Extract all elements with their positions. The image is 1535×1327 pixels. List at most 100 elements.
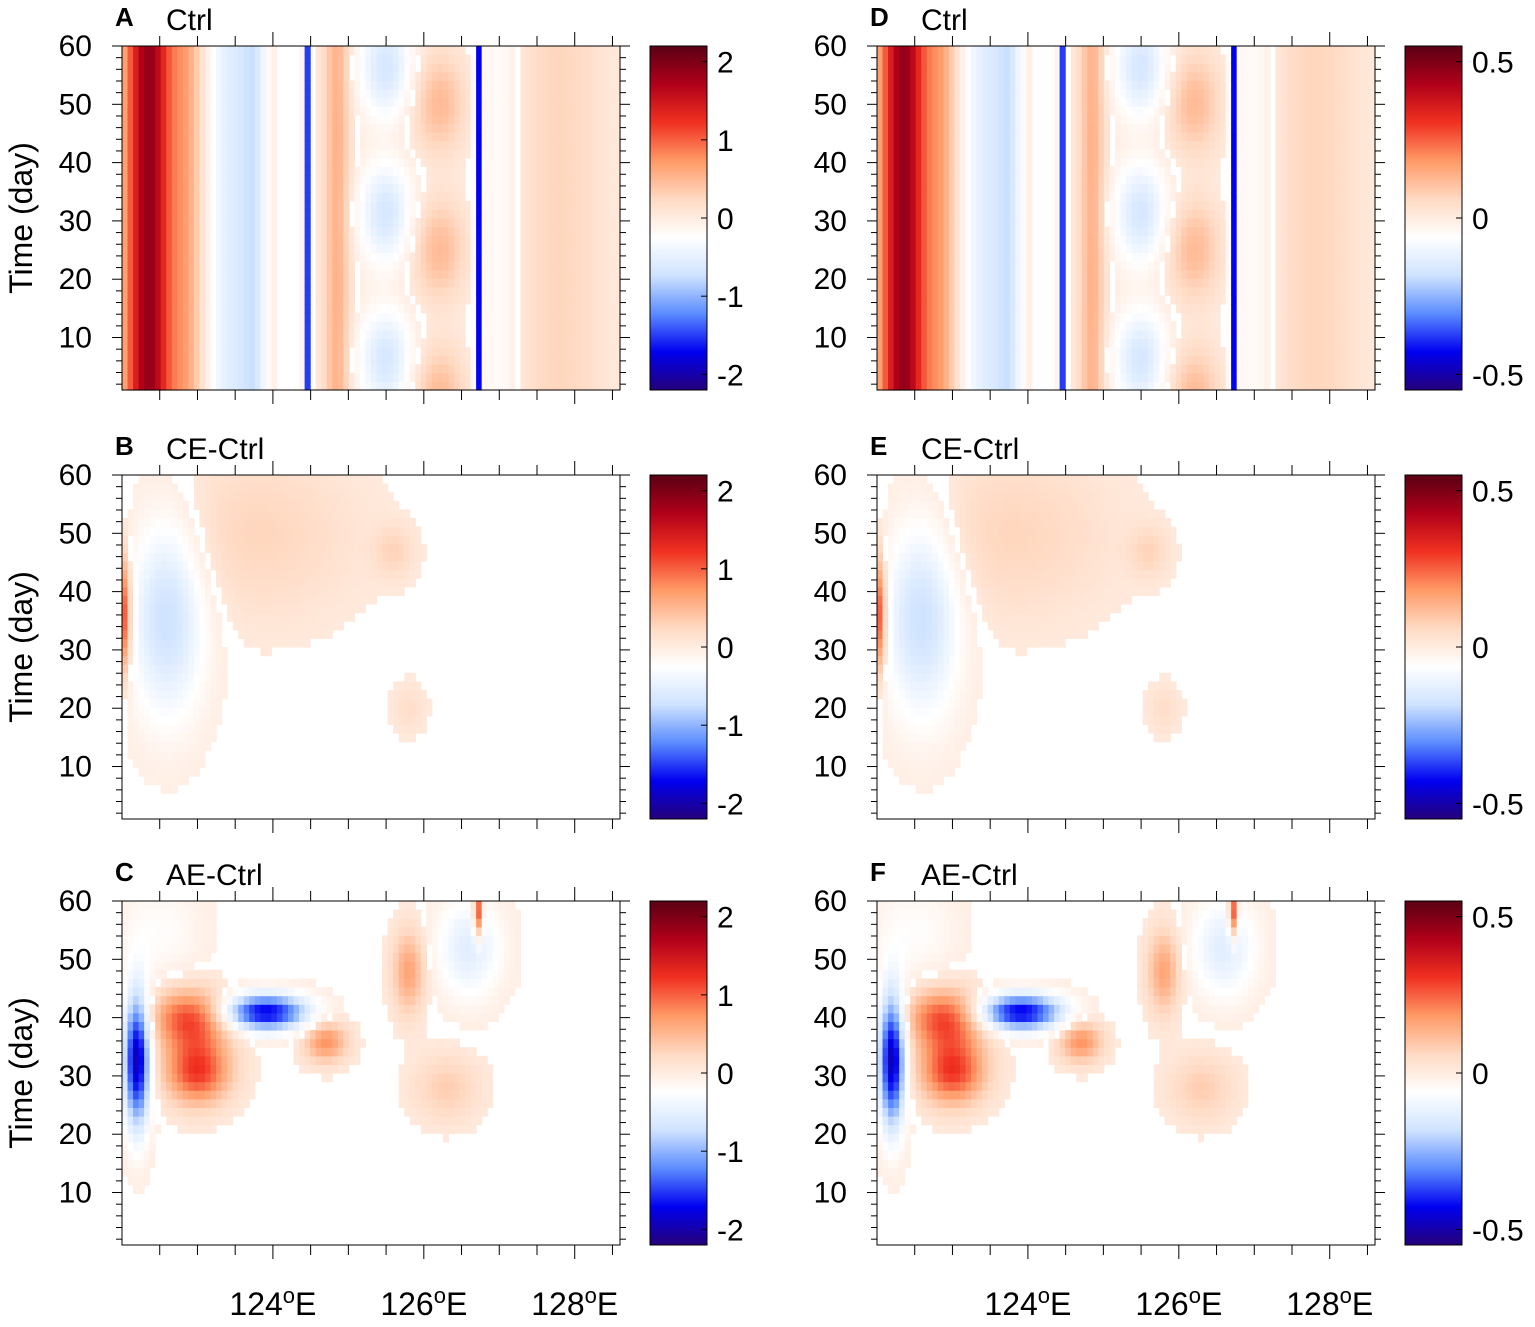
heatmap-cell (326, 552, 333, 562)
heatmap-cell (254, 526, 261, 536)
heatmap-cell (586, 286, 593, 296)
heatmap-cell (210, 295, 217, 305)
heatmap-cell (509, 304, 516, 314)
heatmap-cell (371, 269, 378, 279)
heatmap-cell (299, 578, 306, 588)
heatmap-cell (553, 269, 560, 279)
heatmap-cell (188, 741, 195, 751)
heatmap-cell (160, 776, 167, 786)
heatmap-cell (177, 312, 184, 322)
heatmap-cell (332, 595, 339, 605)
heatmap-cell (193, 304, 201, 314)
heatmap-cell (337, 612, 344, 622)
heatmap-cell (564, 329, 571, 339)
heatmap-cell (315, 166, 322, 176)
y-tick-label: 30 (59, 634, 92, 667)
heatmap-cell (160, 261, 167, 271)
heatmap-cell (127, 526, 134, 536)
heatmap-cell (160, 621, 167, 631)
heatmap-cell (205, 132, 212, 142)
heatmap-cell (166, 784, 173, 794)
heatmap-cell (199, 621, 206, 631)
heatmap-cell (321, 338, 328, 348)
heatmap-cell (503, 243, 510, 253)
heatmap-cell (160, 561, 167, 571)
heatmap-cell (404, 149, 411, 159)
heatmap-cell (476, 80, 483, 90)
heatmap-cell (193, 724, 201, 734)
heatmap-cell (387, 381, 394, 391)
heatmap-cell (614, 295, 621, 305)
heatmap-cell (210, 629, 217, 639)
heatmap-cell (437, 226, 444, 236)
heatmap-cell (525, 114, 533, 124)
heatmap-cell (249, 235, 256, 245)
heatmap-cell (564, 97, 571, 107)
heatmap-cell (260, 46, 267, 56)
heatmap-cell (382, 381, 389, 391)
heatmap-cell (221, 209, 228, 219)
heatmap-cell (160, 321, 167, 331)
heatmap-cell (193, 561, 201, 571)
heatmap-cell (525, 183, 533, 193)
heatmap-cell (138, 1055, 145, 1065)
heatmap-cell (332, 500, 339, 510)
heatmap-cell (354, 321, 361, 331)
heatmap-cell (238, 157, 245, 167)
heatmap-cell (442, 71, 450, 81)
heatmap-cell (304, 200, 311, 210)
heatmap-cell (171, 604, 178, 614)
heatmap-cell (332, 492, 339, 502)
heatmap-cell (487, 278, 494, 288)
heatmap-cell (199, 286, 206, 296)
heatmap-cell (122, 672, 129, 682)
heatmap-cell (177, 235, 184, 245)
heatmap-cell (393, 286, 400, 296)
heatmap-cell (149, 475, 156, 485)
heatmap-cell (271, 629, 278, 639)
heatmap-cell (271, 475, 278, 485)
heatmap-cell (160, 235, 167, 245)
heatmap-cell (454, 312, 461, 322)
heatmap-cell (537, 312, 544, 322)
heatmap-cell (332, 114, 339, 124)
heatmap-cell (487, 140, 494, 150)
heatmap-cell (503, 347, 510, 357)
heatmap-cell (564, 71, 571, 81)
heatmap-cell (498, 278, 505, 288)
heatmap-cell (122, 995, 129, 1005)
heatmap-cell (465, 140, 472, 150)
heatmap-cell (520, 321, 527, 331)
heatmap-cell (337, 347, 344, 357)
heatmap-cell (133, 707, 140, 717)
heatmap-cell (232, 286, 239, 296)
heatmap-cell (221, 261, 228, 271)
heatmap-cell (454, 347, 461, 357)
heatmap-cell (348, 286, 355, 296)
heatmap-cell (166, 586, 173, 596)
heatmap-cell (326, 166, 333, 176)
heatmap-cell (442, 269, 450, 279)
heatmap-cell (476, 149, 483, 159)
heatmap-cell (166, 492, 173, 502)
heatmap-cell (138, 1150, 145, 1160)
heatmap-cell (371, 261, 378, 271)
heatmap-cell (398, 132, 405, 142)
heatmap-cell (503, 54, 510, 64)
heatmap-cell (304, 175, 311, 185)
heatmap-cell (265, 97, 272, 107)
heatmap-cell (409, 312, 416, 322)
heatmap-cell (182, 269, 189, 279)
heatmap-cell (586, 46, 593, 56)
heatmap-cell (193, 698, 201, 708)
heatmap-cell (575, 261, 582, 271)
heatmap-cell (448, 157, 455, 167)
heatmap-cell (415, 561, 422, 571)
heatmap-cell (459, 106, 466, 116)
heatmap-cell (210, 97, 217, 107)
heatmap-cell (564, 54, 571, 64)
heatmap-cell (232, 621, 239, 631)
heatmap-cell (608, 312, 616, 322)
heatmap-cell (227, 269, 234, 279)
heatmap-cell (205, 681, 212, 691)
